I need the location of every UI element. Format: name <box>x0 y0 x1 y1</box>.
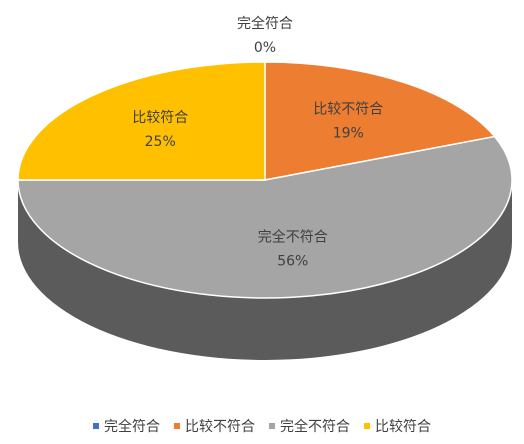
legend-label: 完全符合 <box>104 419 160 435</box>
legend: 完全符合 比较不符合 完全不符合 比较符合 <box>0 416 524 436</box>
slice <box>17 135 513 299</box>
legend-item: 完全不符合 <box>269 416 350 436</box>
data-label-category: 完全符合 <box>237 15 293 32</box>
data-label-category: 完全不符合 <box>258 229 328 246</box>
data-label: 25% <box>145 134 176 150</box>
legend-label: 比较符合 <box>375 419 431 435</box>
legend-swatch <box>269 423 275 429</box>
pie-area: 完全符合 0% 比较不符合 19% 完全不符合 56% 比较符合 25% <box>17 15 513 360</box>
data-label: 56% <box>277 254 308 270</box>
slice <box>264 61 497 181</box>
legend-item: 完全符合 <box>93 416 160 436</box>
data-label-category: 比较不符合 <box>313 101 383 117</box>
legend-item: 比较不符合 <box>174 416 255 436</box>
slice <box>17 61 266 181</box>
legend-label: 比较不符合 <box>185 419 255 435</box>
slice-side <box>18 180 512 360</box>
data-label: 19% <box>333 125 364 141</box>
legend-swatch <box>174 423 180 429</box>
legend-swatch <box>93 423 99 429</box>
legend-label: 完全不符合 <box>280 419 350 435</box>
legend-item: 比较符合 <box>364 416 431 436</box>
data-label-category: 比较符合 <box>132 110 188 126</box>
legend-swatch <box>364 423 370 429</box>
data-label: 0% <box>254 40 276 56</box>
